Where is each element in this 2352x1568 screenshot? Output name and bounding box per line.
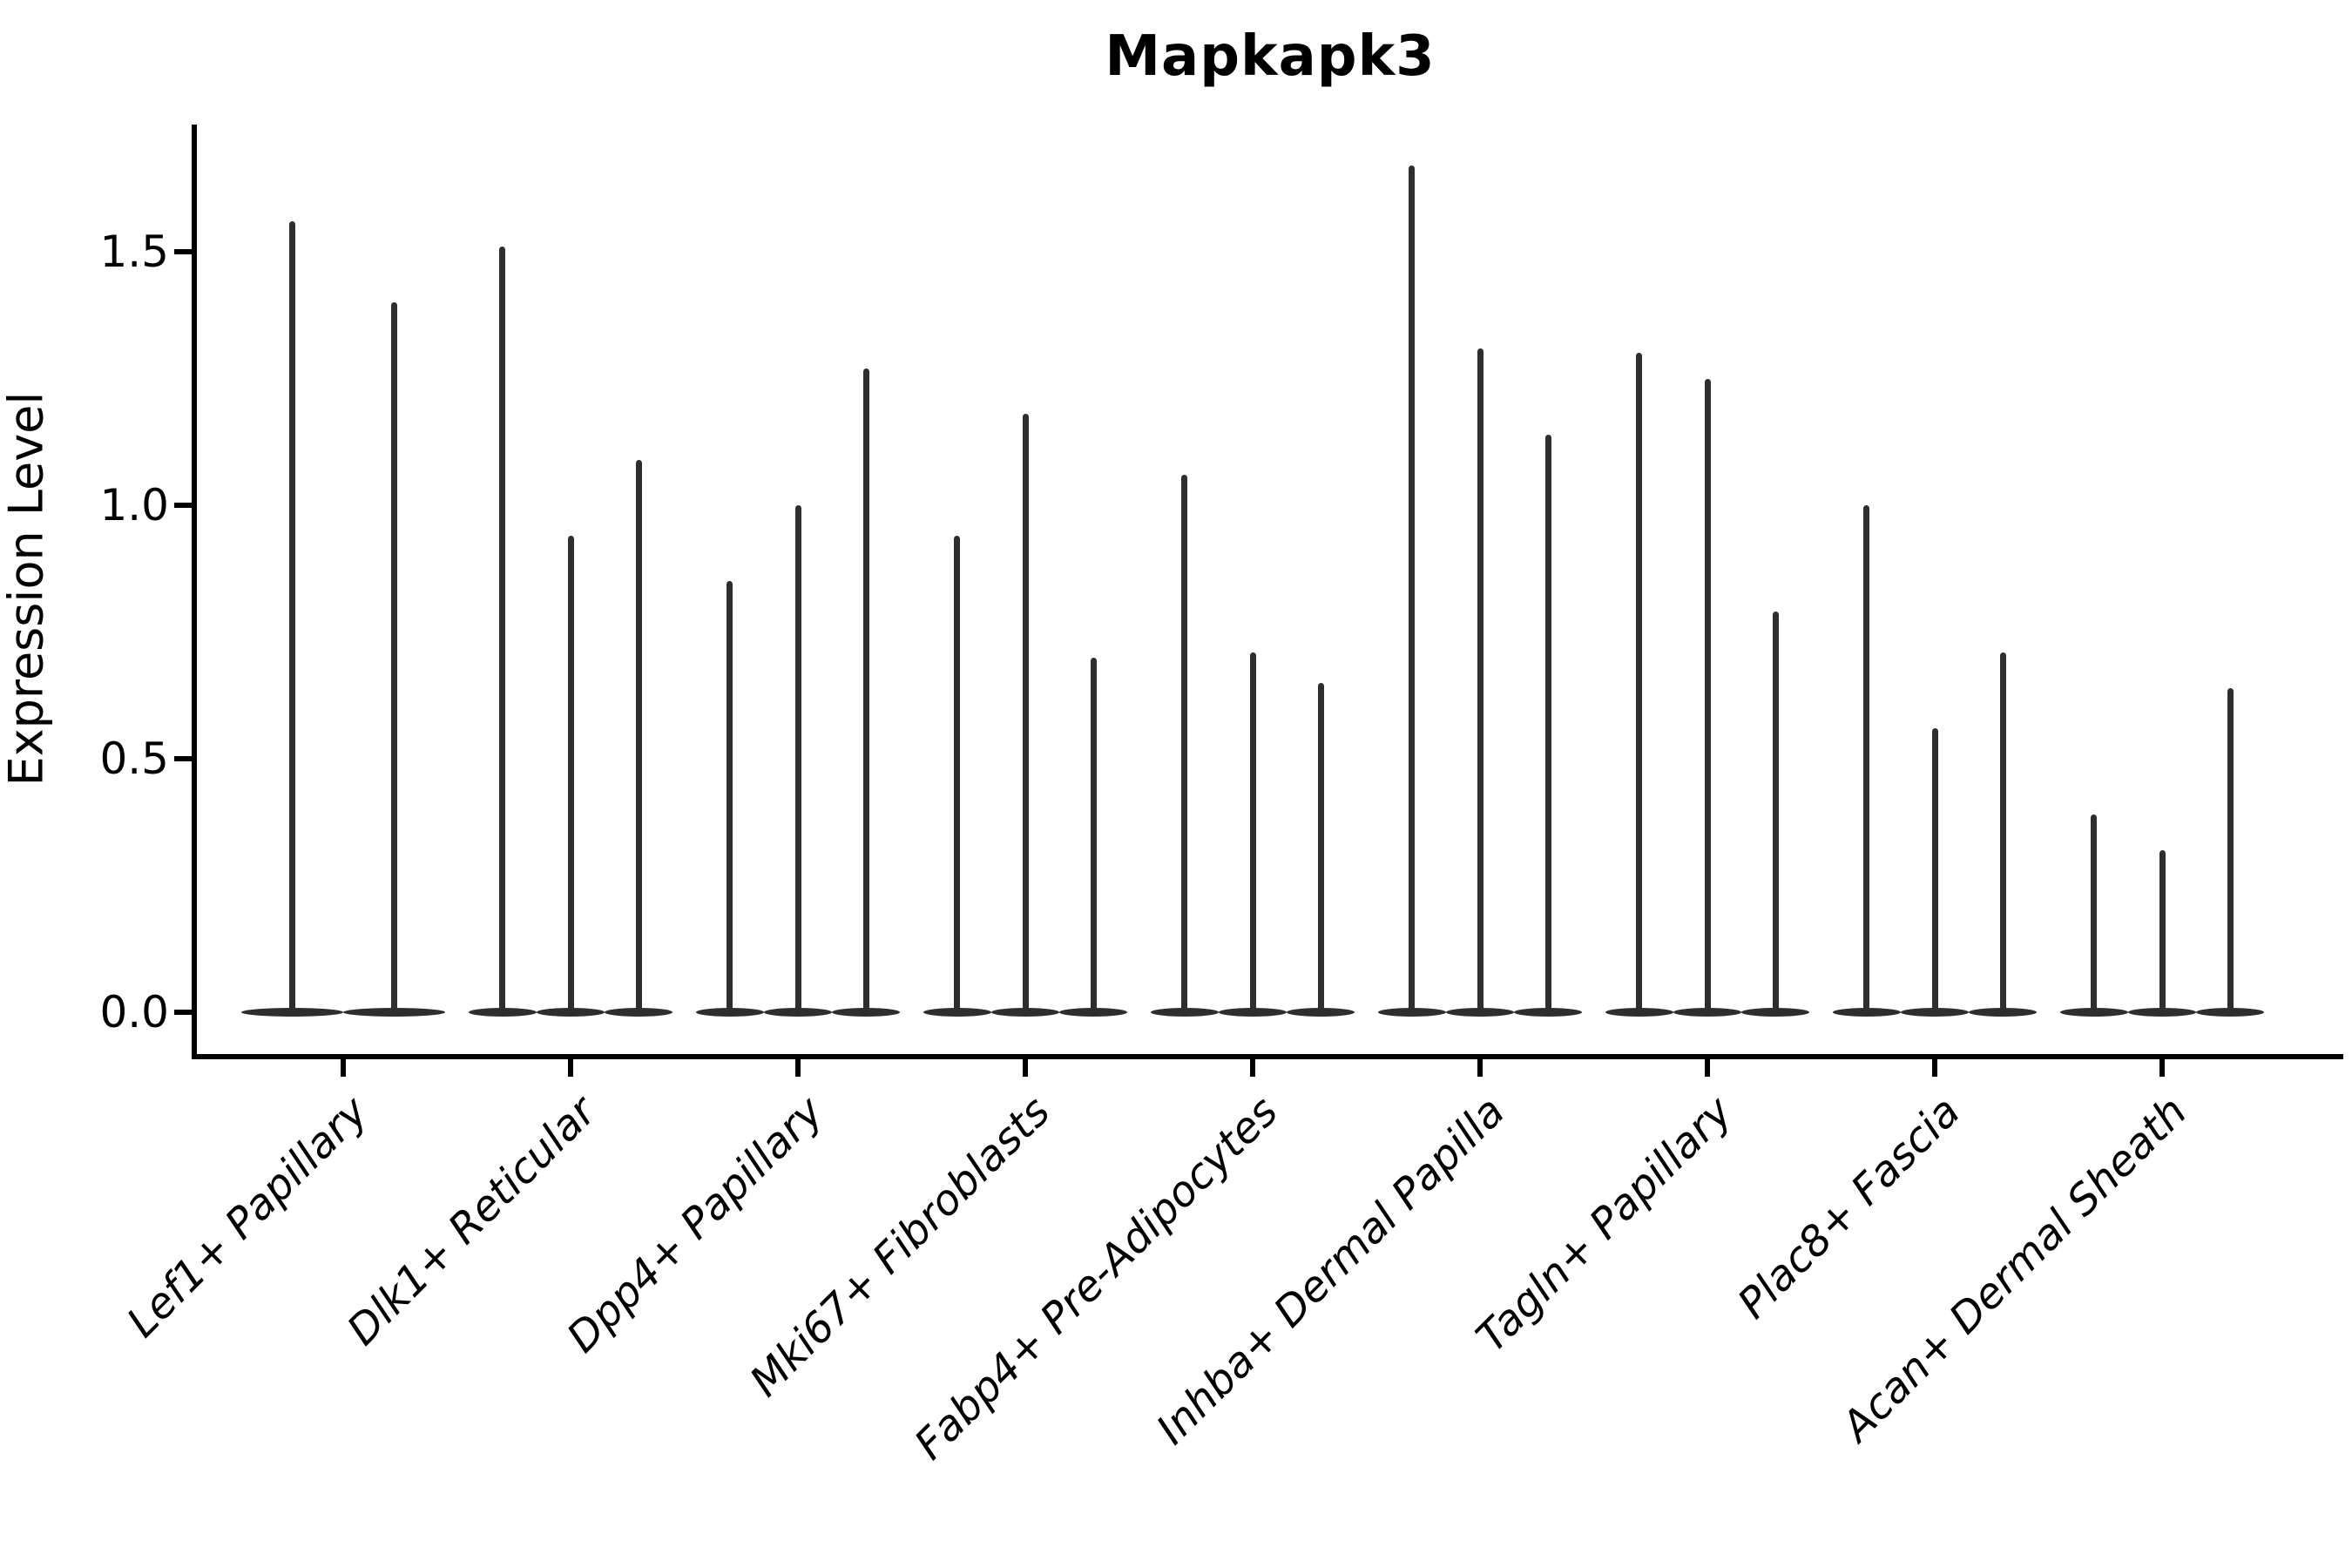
violin-spike <box>1317 682 1324 1012</box>
violin-spike <box>1090 657 1097 1012</box>
violin-base <box>2127 1008 2197 1017</box>
violin-base <box>1150 1008 1219 1017</box>
violin-spike <box>288 221 295 1012</box>
y-tick-label: 0.5 <box>99 733 169 784</box>
chart-title: Mapkapk3 <box>1105 24 1436 89</box>
violin-base <box>468 1008 537 1017</box>
violin-base <box>1673 1008 1742 1017</box>
violin-base <box>832 1008 901 1017</box>
violin-spike <box>1181 475 1188 1012</box>
x-tick-mark <box>341 1059 346 1077</box>
violin-base <box>1059 1008 1128 1017</box>
violin-spike <box>2227 687 2234 1012</box>
violin-spike <box>1544 434 1551 1012</box>
y-tick-label: 0.0 <box>99 987 169 1037</box>
x-tick-mark <box>1250 1059 1255 1077</box>
y-axis-label: Expression Level <box>0 391 54 787</box>
violin-base <box>1377 1008 1446 1017</box>
y-tick-mark <box>174 1010 192 1015</box>
y-tick-mark <box>174 503 192 508</box>
violin-spike <box>499 247 506 1012</box>
violin-spike <box>567 535 574 1012</box>
violin-base <box>923 1008 991 1017</box>
violin-base <box>605 1008 673 1017</box>
violin-spike <box>1022 414 1029 1012</box>
violin-base <box>343 1008 446 1017</box>
violin-base <box>1605 1008 1673 1017</box>
x-axis-spine <box>192 1054 2343 1059</box>
violin-spike <box>1931 728 1938 1012</box>
x-tick-mark <box>1705 1059 1710 1077</box>
violin-base <box>1832 1008 1901 1017</box>
violin-base <box>1445 1008 1515 1017</box>
x-tick-mark <box>1477 1059 1483 1077</box>
x-tick-label: Dlk1+ Reticular <box>337 1087 605 1355</box>
violin-spike <box>954 535 961 1012</box>
violin-spike <box>2091 814 2098 1012</box>
plot-area: 0.0 0.5 1.0 1.5 Lef1+ Papillary Dlk1+ Reticul… <box>99 125 2343 1470</box>
violin-spike <box>1999 652 2006 1012</box>
y-tick-label: 1.0 <box>99 480 169 531</box>
x-tick-label: Tagln+ Papillary <box>1467 1087 1742 1362</box>
violin-base <box>536 1008 605 1017</box>
violin-spike <box>1704 378 1711 1012</box>
violin-base <box>240 1008 343 1017</box>
x-tick-label: Plac8+ Fascia <box>1727 1087 1970 1328</box>
violin-spike <box>862 368 869 1012</box>
violin-base <box>1218 1008 1288 1017</box>
violin-spike <box>1863 505 1870 1012</box>
x-tick-mark <box>1023 1059 1028 1077</box>
x-tick-label: Fabp4+ Pre-Adipocytes <box>905 1087 1288 1470</box>
violin-base <box>695 1008 764 1017</box>
violin-base <box>1287 1008 1355 1017</box>
violin-base <box>1969 1008 2038 1017</box>
violin-base <box>2059 1008 2128 1017</box>
violin-spike <box>794 505 801 1012</box>
violin-base <box>1514 1008 1583 1017</box>
x-tick-label: Lef1+ Papillary <box>118 1087 378 1348</box>
violin-spike <box>2159 849 2166 1012</box>
violin-base <box>1741 1008 1810 1017</box>
violin-base <box>1900 1008 1970 1017</box>
y-tick-label: 1.5 <box>99 226 169 277</box>
violin-base <box>2196 1008 2265 1017</box>
x-tick-mark <box>568 1059 573 1077</box>
violin-spike <box>1249 652 1256 1012</box>
x-tick-mark <box>795 1059 801 1077</box>
violin-spike <box>635 459 642 1012</box>
violin-spike <box>1409 166 1416 1012</box>
y-tick-mark <box>174 249 192 254</box>
x-tick-mark <box>2159 1059 2165 1077</box>
violin-spike <box>391 302 398 1012</box>
y-tick-mark <box>174 756 192 761</box>
violin-spike <box>1772 612 1779 1012</box>
violin-spike <box>1477 348 1484 1012</box>
x-tick-mark <box>1932 1059 1937 1077</box>
violin-spike <box>1636 353 1643 1012</box>
violin-spike <box>727 581 733 1012</box>
violin-base <box>763 1008 833 1017</box>
y-axis-spine <box>192 125 197 1059</box>
violin-base <box>990 1008 1060 1017</box>
